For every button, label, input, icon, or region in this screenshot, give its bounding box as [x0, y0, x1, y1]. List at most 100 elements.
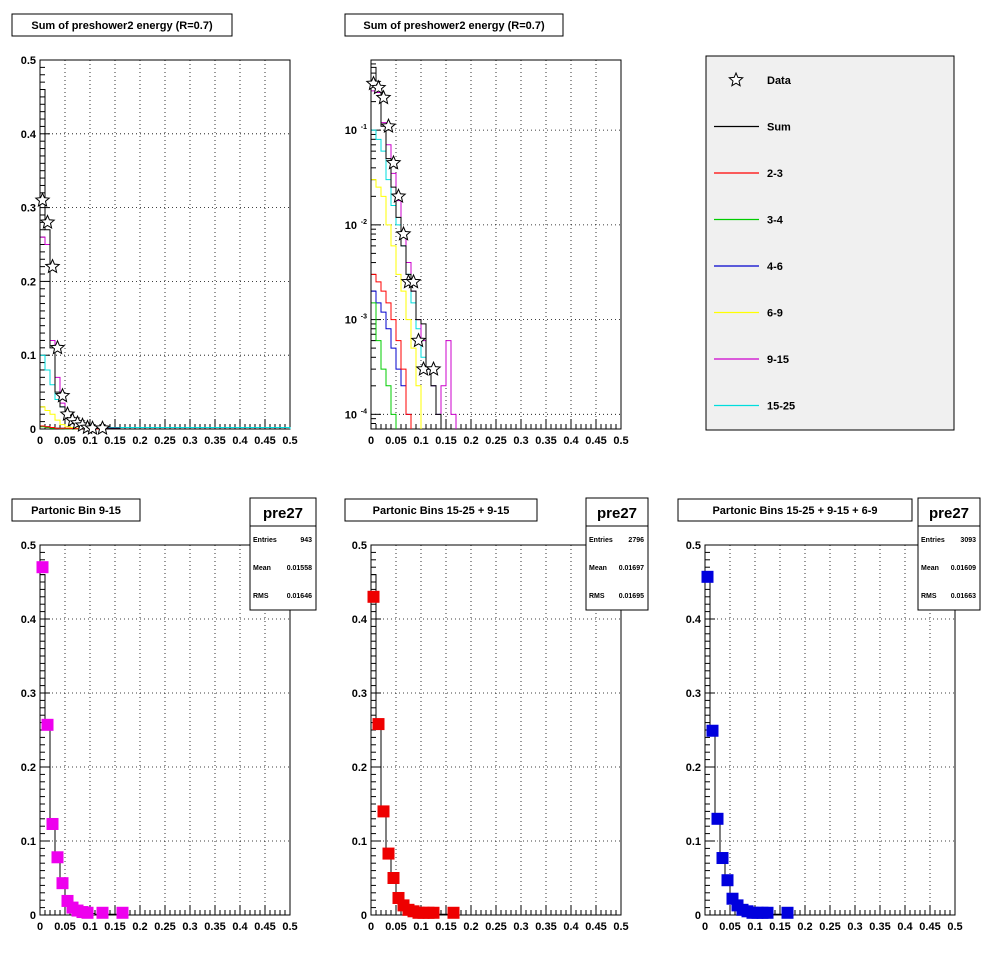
y-tick-label: 0 [30, 910, 36, 922]
x-tick-label: 0.45 [254, 921, 275, 933]
x-tick-label: 0.05 [385, 435, 406, 447]
x-tick-label: 0.45 [585, 435, 606, 447]
x-tick-label: 0.25 [154, 921, 175, 933]
x-tick-label: 0.5 [613, 921, 628, 933]
data-point-square [711, 812, 724, 825]
x-tick-label: 0.35 [535, 435, 556, 447]
data-point-star [390, 188, 407, 204]
x-tick-label: 0.25 [485, 921, 506, 933]
x-tick-label: 0.5 [282, 921, 297, 933]
data-point-star [395, 225, 412, 241]
x-tick-label: 0.2 [463, 435, 478, 447]
chart-title: Sum of preshower2 energy (R=0.7) [363, 20, 545, 32]
x-tick-label: 0.25 [819, 921, 840, 933]
x-axis [370, 419, 622, 429]
series-histogram [370, 574, 452, 915]
stats-frame [585, 497, 649, 611]
x-tick-label: 0.05 [385, 921, 406, 933]
x-tick-label: 0.35 [204, 921, 225, 933]
data-point-star [370, 79, 387, 95]
y-axis [371, 63, 381, 430]
stats-label: Mean [921, 565, 939, 572]
x-tick-label: 0 [37, 435, 43, 447]
chart-title-box [11, 498, 141, 522]
stats-label: Mean [253, 565, 271, 572]
series-markers [36, 561, 129, 919]
stats-frame [917, 497, 981, 611]
stats-label: Mean [589, 565, 607, 572]
y-tick-exponent: -2 [361, 219, 367, 226]
series-3-4 [370, 302, 397, 429]
x-tick-label: 0.5 [947, 921, 962, 933]
x-tick-label: 0.1 [413, 435, 428, 447]
data-point-star [54, 387, 71, 403]
y-tick-label: 10 [345, 220, 357, 232]
x-tick-label: 0.4 [563, 921, 579, 933]
chart-4: 0 0.05 0.1 0.15 0.2 0.25 0.3 0.35 0.4 0.45 0.5 0 0.1… [344, 497, 649, 933]
x-tick-label: 0.4 [232, 921, 248, 933]
data-point-square [447, 906, 460, 919]
data-point-star [44, 258, 61, 274]
data-point-square [96, 906, 109, 919]
data-point-square [116, 906, 129, 919]
x-tick-label: 0.5 [282, 435, 297, 447]
x-tick-label: 0.25 [154, 435, 175, 447]
x-tick-label: 0.4 [563, 435, 579, 447]
x-tick-label: 0.3 [182, 435, 197, 447]
x-tick-label: 0.05 [719, 921, 740, 933]
data-point-star [410, 332, 427, 348]
y-axis [371, 544, 381, 916]
chart-title: Sum of preshower2 energy (R=0.7) [31, 20, 213, 32]
data-point-square [706, 724, 719, 737]
x-tick-label: 0.35 [204, 435, 225, 447]
stats-value: 0.01609 [951, 565, 976, 572]
y-tick-label: 0.1 [21, 836, 36, 848]
gridlines [371, 60, 621, 429]
chart-title: Partonic Bins 15-25 + 9-15 [373, 505, 510, 517]
y-tick-label: 0.5 [21, 540, 36, 552]
stats-value: 3093 [960, 537, 976, 544]
chart-3: 0 0.05 0.1 0.15 0.2 0.25 0.3 0.35 0.4 0.45 0.5 0 0.1… [11, 497, 317, 933]
legend-label: 2-3 [767, 168, 783, 180]
x-tick-label: 0 [368, 435, 374, 447]
y-tick-label: 0.3 [686, 688, 701, 700]
y-tick-label: 0.4 [352, 614, 368, 626]
y-tick-label: 0.5 [686, 540, 701, 552]
gridlines [40, 545, 290, 915]
chart-title-box [11, 13, 233, 37]
x-tick-label: 0.45 [254, 435, 275, 447]
stats-value: 0.01646 [287, 593, 312, 600]
x-tick-label: 0.1 [413, 921, 428, 933]
y-tick-exponent: -4 [361, 408, 367, 415]
legend-label: 9-15 [767, 354, 789, 366]
data-point-square [372, 718, 385, 731]
gridlines [371, 545, 621, 915]
stats-value: 0.01663 [951, 593, 976, 600]
y-tick-label: 10 [345, 125, 357, 137]
x-tick-label: 0.4 [897, 921, 913, 933]
x-tick-label: 0.1 [747, 921, 762, 933]
data-point-square [41, 718, 54, 731]
data-point-square [367, 590, 380, 603]
legend-label: 3-4 [767, 215, 784, 227]
legend: Data Sum 2-3 3-4 4-6 6-9 9-15 15-25 [705, 55, 955, 431]
chart-title: Partonic Bin 9-15 [31, 505, 121, 517]
x-tick-label: 0.45 [585, 921, 606, 933]
legend-label: 4-6 [767, 261, 783, 273]
stats-label: RMS [589, 593, 605, 600]
y-tick-label: 0.5 [21, 55, 36, 67]
y-tick-label: 0.1 [21, 350, 36, 362]
chart-5: 0 0.05 0.1 0.15 0.2 0.25 0.3 0.35 0.4 0.45 0.5 0 0.1… [677, 497, 981, 933]
series-markers [367, 590, 460, 919]
series-9-15 [370, 90, 457, 429]
data-point-star [94, 420, 111, 435]
series-data [34, 191, 111, 435]
x-tick-label: 0.3 [513, 921, 528, 933]
y-axis [705, 544, 715, 916]
data-point-square [781, 906, 794, 919]
legend-label: Data [767, 75, 792, 87]
chart-2: 0 0.05 0.1 0.15 0.2 0.25 0.3 0.35 0.4 0.45 0.5 10 -4… [344, 13, 629, 447]
x-tick-label: 0.2 [132, 435, 147, 447]
legend-label: Sum [767, 122, 791, 134]
series-6-9 [370, 179, 422, 429]
